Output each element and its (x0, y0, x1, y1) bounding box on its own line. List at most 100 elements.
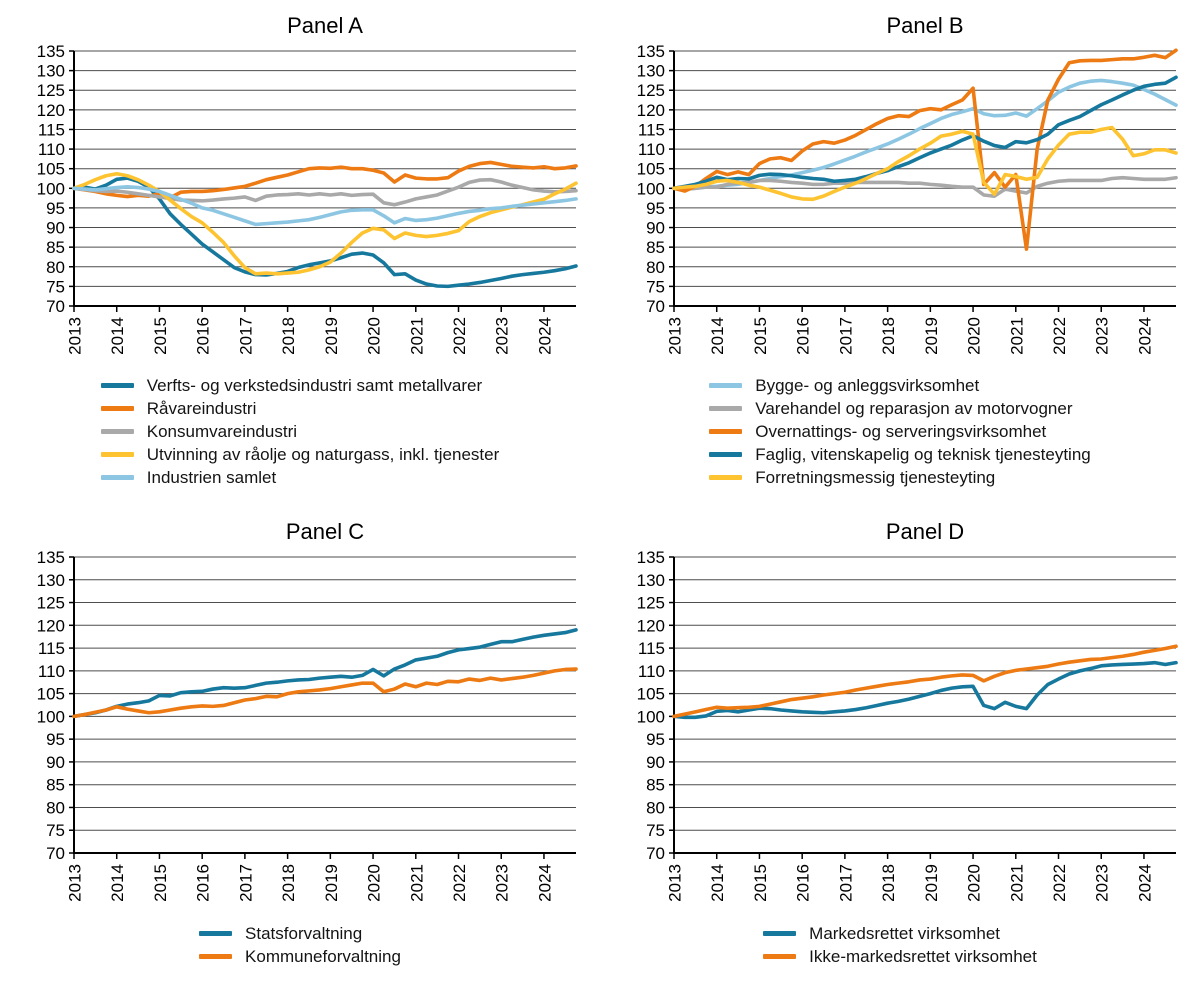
y-axis-label: 75 (46, 821, 65, 840)
x-axis-label: 2023 (1093, 317, 1112, 355)
x-axis-label: 2014 (708, 864, 727, 902)
y-axis-label: 105 (637, 160, 665, 179)
y-axis-label: 110 (638, 662, 665, 681)
x-axis-label: 2014 (108, 317, 127, 355)
legend-item: Forretningsmessig tjenesteyting (709, 466, 1090, 489)
x-axis-label: 2024 (1135, 317, 1154, 355)
y-axis-label: 135 (637, 42, 665, 61)
x-axis-label: 2016 (794, 317, 813, 355)
y-axis-label: 110 (38, 662, 65, 681)
y-axis-label: 135 (37, 548, 65, 567)
y-axis-label: 70 (46, 844, 65, 863)
panel-a: Panel A 70 75 80 85 90 95 100 105 110 115 120 125 13… (0, 0, 600, 500)
y-axis-label: 135 (37, 42, 65, 61)
series-line-industrien-samlet (72, 184, 578, 227)
legend-swatch (709, 475, 743, 480)
legend-item: Industrien samlet (100, 466, 499, 489)
panel-b: Panel B 70 75 80 85 90 95 100 105 110 115 120 125 13… (600, 0, 1200, 500)
x-axis-label: 2018 (879, 317, 898, 355)
y-axis-label: 115 (638, 639, 665, 658)
panel-c-title: Panel C (285, 519, 365, 544)
legend-swatch (100, 383, 134, 388)
x-axis-label: 2016 (194, 317, 213, 355)
legend-item: Overnattings- og serveringsvirksomhet (709, 420, 1090, 443)
y-axis-label: 80 (46, 798, 65, 817)
y-axis-label: 75 (646, 821, 665, 840)
y-axis-label: 90 (646, 753, 665, 772)
y-axis-label: 100 (637, 179, 665, 198)
x-axis-label: 2021 (407, 864, 426, 902)
legend-label: Verfts- og verkstedsindustri samt metall… (146, 375, 483, 395)
y-axis-label: 130 (37, 571, 65, 590)
legend-item: Markedsrettet virksomhet (763, 922, 1037, 945)
legend-item: Statsforvaltning (199, 922, 401, 945)
y-axis-label: 70 (646, 844, 665, 863)
x-axis-label: 2020 (365, 864, 384, 902)
y-axis-label: 110 (38, 140, 65, 159)
y-axis-label: 120 (37, 616, 65, 635)
x-axis-label: 2020 (965, 864, 984, 902)
panel-a-legend: Verfts- og verkstedsindustri samt metall… (100, 374, 500, 489)
y-axis-label: 85 (46, 238, 65, 257)
y-axis-label: 80 (46, 258, 65, 277)
y-axis-label: 90 (46, 753, 65, 772)
x-axis-label: 2018 (279, 864, 298, 902)
y-axis-label: 100 (637, 707, 665, 726)
y-axis-label: 130 (637, 62, 665, 81)
y-axis-label: 85 (46, 776, 65, 795)
legend-label: Råvareindustri (146, 398, 257, 418)
y-axis-label: 75 (46, 277, 65, 296)
x-axis-label: 2020 (965, 317, 984, 355)
x-axis-label: 2017 (236, 317, 255, 355)
x-axis-label: 2019 (322, 864, 341, 902)
panel-c-legend: Statsforvaltning Kommuneforvaltning (199, 922, 401, 968)
legend-swatch (100, 475, 134, 480)
series-line-konsumvareindustri (72, 177, 578, 207)
x-axis-label: 2022 (450, 317, 469, 355)
panel-d-legend: Markedsrettet virksomhet Ikke-markedsrett… (763, 922, 1037, 968)
x-axis-label: 2022 (1050, 317, 1069, 355)
x-axis-label: 2021 (407, 317, 426, 355)
x-axis-label: 2014 (708, 317, 727, 355)
legend-label: Forretningsmessig tjenesteyting (755, 467, 996, 487)
axis-line (73, 557, 576, 854)
y-axis-label: 105 (37, 160, 65, 179)
y-axis-label: 85 (646, 238, 665, 257)
legend-swatch (709, 406, 743, 411)
y-axis-label: 90 (646, 219, 665, 238)
legend-label: Varehandel og reparasjon av motorvogner (755, 398, 1073, 418)
y-axis-label: 70 (646, 297, 665, 316)
x-axis-label: 2019 (922, 317, 941, 355)
panel-c: Panel C 70 75 80 85 90 95 100 105 110 115 120 125 13… (0, 500, 600, 995)
series-line-overnattings-og-serveringsvirksomhet (672, 48, 1178, 251)
x-axis-label: 2016 (794, 864, 813, 902)
x-axis-label: 2023 (1093, 864, 1112, 902)
y-axis-label: 100 (37, 707, 65, 726)
legend-label: Statsforvaltning (245, 923, 363, 943)
y-axis-label: 95 (46, 730, 65, 749)
y-axis-label: 115 (638, 120, 665, 139)
x-axis-label: 2024 (535, 317, 554, 355)
y-axis-label: 80 (646, 798, 665, 817)
y-axis-label: 85 (646, 776, 665, 795)
y-axis-label: 110 (638, 140, 665, 159)
axis-line (673, 51, 1176, 307)
legend-item: Varehandel og reparasjon av motorvogner (709, 397, 1090, 420)
y-axis-label: 105 (637, 685, 665, 704)
legend-label: Industrien samlet (146, 467, 277, 487)
legend-item: Råvareindustri (100, 397, 499, 420)
x-axis-label: 2013 (66, 317, 85, 355)
x-axis-label: 2019 (922, 864, 941, 902)
legend-label: Utvinning av råolje og naturgass, inkl. … (146, 444, 500, 464)
y-axis-label: 130 (637, 571, 665, 590)
x-axis-label: 2015 (151, 317, 170, 355)
legend-swatch (709, 383, 743, 388)
x-axis-label: 2013 (66, 864, 85, 902)
x-axis-label: 2017 (836, 317, 855, 355)
legend-label: Kommuneforvaltning (245, 946, 401, 966)
series-line-kommuneforvaltning (72, 667, 578, 719)
y-axis-label: 125 (637, 81, 665, 100)
x-axis-label: 2020 (365, 317, 384, 355)
series-line-markedsrettet-virksomhet (672, 660, 1178, 720)
